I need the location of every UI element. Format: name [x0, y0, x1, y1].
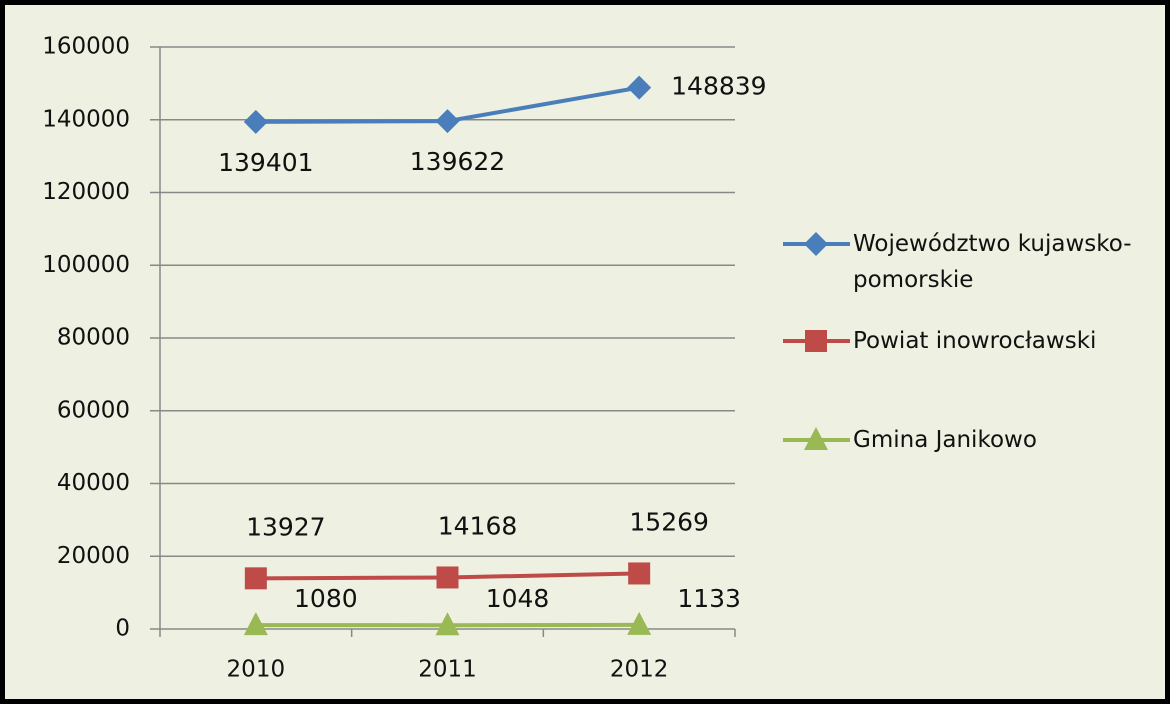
y-tick-label: 20000 — [57, 543, 130, 569]
marker — [435, 612, 460, 636]
y-tick-label: 120000 — [42, 179, 130, 205]
data-label: 14168 — [438, 511, 518, 540]
y-tick-label: 80000 — [57, 325, 130, 351]
marker — [435, 109, 460, 134]
legend-label: Powiat inowrocławski — [853, 328, 1097, 354]
legend-label: Gmina Janikowo — [853, 427, 1037, 453]
data-label: 148839 — [671, 72, 766, 101]
y-tick-label: 40000 — [57, 470, 130, 496]
data-label: 15269 — [629, 507, 709, 536]
legend-item: Województwo kujawsko-pomorskie — [853, 231, 1132, 293]
y-tick-label: 0 — [115, 616, 130, 642]
marker — [627, 75, 652, 100]
marker — [804, 427, 828, 450]
y-tick-label: 160000 — [42, 34, 130, 60]
marker — [244, 567, 267, 590]
marker — [627, 611, 652, 635]
marker — [243, 612, 268, 636]
y-tick-label: 100000 — [42, 252, 130, 278]
data-label: 1080 — [294, 584, 358, 613]
data-label: 139401 — [218, 148, 313, 177]
marker — [436, 566, 459, 589]
x-tick-label: 2011 — [418, 657, 477, 683]
legend-label: Województwo kujawsko-pomorskie — [853, 231, 1132, 293]
legend-item: Gmina Janikowo — [853, 427, 1037, 453]
legend-item: Powiat inowrocławski — [853, 328, 1097, 354]
data-label: 1133 — [677, 584, 741, 613]
y-tick-label: 140000 — [42, 106, 130, 132]
x-tick-label: 2012 — [610, 657, 669, 683]
data-label: 13927 — [246, 512, 326, 541]
data-label: 1048 — [486, 584, 550, 613]
y-tick-label: 60000 — [57, 397, 130, 423]
marker — [628, 562, 651, 585]
x-tick-label: 2010 — [227, 657, 286, 683]
marker — [804, 232, 828, 256]
data-label: 139622 — [410, 147, 505, 176]
marker — [805, 330, 827, 352]
marker — [243, 109, 268, 134]
